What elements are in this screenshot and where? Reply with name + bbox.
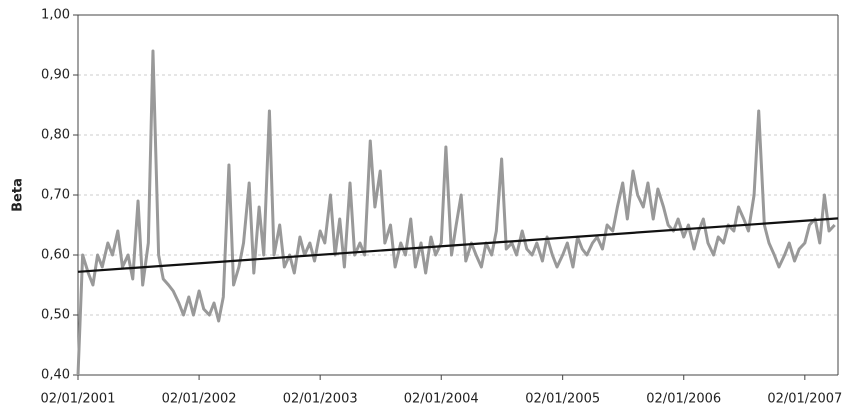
y-axis-label: Beta <box>11 178 26 212</box>
y-tick-label: 1,00 <box>41 8 70 23</box>
x-tick-label: 02/01/2004 <box>404 392 479 407</box>
y-tick-label: 0,80 <box>41 128 70 143</box>
x-tick-label: 02/01/2001 <box>41 392 116 407</box>
y-tick-label: 0,60 <box>41 248 70 263</box>
x-tick-label: 02/01/2003 <box>283 392 358 407</box>
y-tick-label: 0,90 <box>41 68 70 83</box>
y-tick-label: 0,50 <box>41 308 70 323</box>
x-tick-label: 02/01/2002 <box>162 392 237 407</box>
y-tick-label: 0,40 <box>41 368 70 383</box>
y-tick-label: 0,70 <box>41 188 70 203</box>
x-tick-label: 02/01/2006 <box>646 392 721 407</box>
beta-line <box>76 49 836 376</box>
trend-line <box>77 217 839 273</box>
x-tick-label: 02/01/2005 <box>525 392 600 407</box>
x-tick-label: 02/01/2007 <box>767 392 842 407</box>
